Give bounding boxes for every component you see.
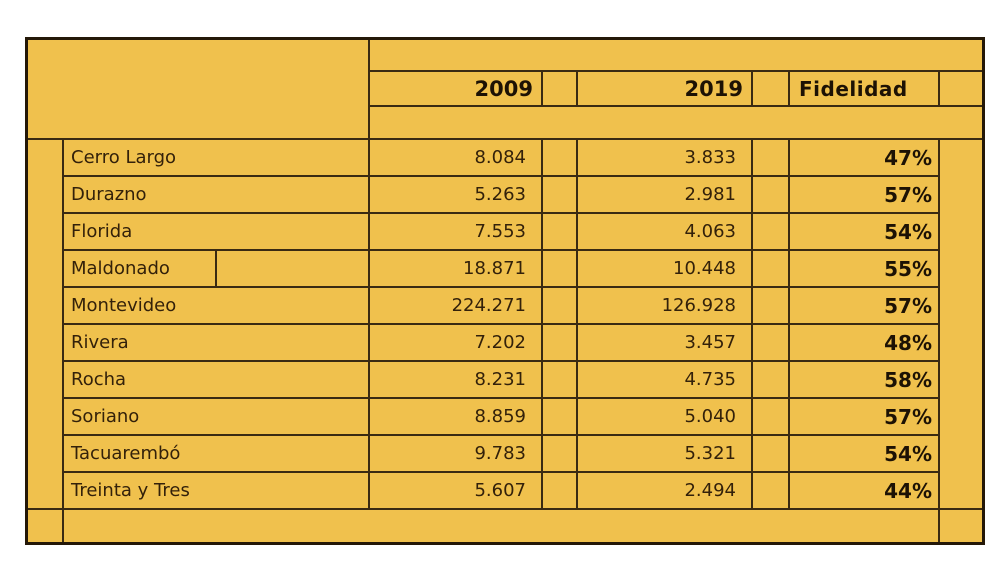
gap-cell (543, 362, 578, 399)
gap-cell (753, 325, 790, 362)
gap-cell (753, 177, 790, 214)
gap-cell (753, 473, 790, 510)
cell-fidelidad: 57% (790, 288, 940, 325)
footer-blank-row (64, 510, 940, 542)
cell-2019: 4.735 (578, 362, 753, 399)
cell-2009: 5.607 (370, 473, 543, 510)
gap-cell (543, 251, 578, 288)
right-gutter-column (940, 140, 982, 510)
cell-department: Rivera (64, 325, 370, 362)
cell-2019: 4.063 (578, 214, 753, 251)
cell-2019: 2.494 (578, 473, 753, 510)
footer-right-gutter (940, 510, 982, 542)
cell-department: Treinta y Tres (64, 473, 370, 510)
cell-2009: 8.859 (370, 399, 543, 436)
cell-fidelidad: 58% (790, 362, 940, 399)
cell-2019: 3.457 (578, 325, 753, 362)
gap-cell (753, 436, 790, 473)
fidelity-table: 2009 2019 Fidelidad Cerro Largo 8.084 3.… (25, 37, 985, 545)
gap-cell (543, 177, 578, 214)
corner-blank-cell (28, 40, 370, 140)
cell-2019: 5.040 (578, 399, 753, 436)
header-gap-1 (543, 72, 578, 107)
cell-2009: 5.263 (370, 177, 543, 214)
cell-2009: 7.202 (370, 325, 543, 362)
cell-department-label: Maldonado (71, 258, 170, 279)
gap-cell (543, 325, 578, 362)
gap-cell (543, 288, 578, 325)
left-gutter-column (28, 140, 64, 510)
gap-cell (543, 473, 578, 510)
cell-2009: 8.231 (370, 362, 543, 399)
cell-department: Montevideo (64, 288, 370, 325)
cell-2019: 3.833 (578, 140, 753, 177)
cell-2009: 9.783 (370, 436, 543, 473)
gap-cell (753, 288, 790, 325)
header-spacer-bottom (370, 107, 982, 140)
cell-department: Tacuarembó (64, 436, 370, 473)
header-spacer-top (370, 40, 982, 72)
cell-department: Cerro Largo (64, 140, 370, 177)
gap-cell (753, 362, 790, 399)
gap-cell (753, 251, 790, 288)
cell-2009: 7.553 (370, 214, 543, 251)
header-gap-2 (753, 72, 790, 107)
header-right-gutter (940, 72, 982, 107)
cell-2009: 8.084 (370, 140, 543, 177)
cell-2019: 126.928 (578, 288, 753, 325)
gap-cell (543, 214, 578, 251)
cell-department: Soriano (64, 399, 370, 436)
cell-department: Durazno (64, 177, 370, 214)
gap-cell (543, 140, 578, 177)
gap-cell (543, 399, 578, 436)
column-header-fidelidad: Fidelidad (790, 72, 940, 107)
cell-fidelidad: 47% (790, 140, 940, 177)
gap-cell (543, 436, 578, 473)
column-header-2019: 2019 (578, 72, 753, 107)
cell-fidelidad: 54% (790, 436, 940, 473)
cell-department: Florida (64, 214, 370, 251)
gap-cell (753, 399, 790, 436)
cell-2019: 2.981 (578, 177, 753, 214)
cell-2009: 18.871 (370, 251, 543, 288)
footer-left-gutter (28, 510, 64, 542)
column-header-2009: 2009 (370, 72, 543, 107)
cell-department-selected: Maldonado (64, 251, 370, 288)
gap-cell (753, 214, 790, 251)
cell-fidelidad: 57% (790, 177, 940, 214)
cell-cursor-line (215, 251, 217, 286)
cell-2019: 5.321 (578, 436, 753, 473)
gap-cell (753, 140, 790, 177)
cell-fidelidad: 54% (790, 214, 940, 251)
cell-fidelidad: 44% (790, 473, 940, 510)
cell-2009: 224.271 (370, 288, 543, 325)
cell-2019: 10.448 (578, 251, 753, 288)
cell-fidelidad: 57% (790, 399, 940, 436)
cell-fidelidad: 55% (790, 251, 940, 288)
cell-department: Rocha (64, 362, 370, 399)
cell-fidelidad: 48% (790, 325, 940, 362)
